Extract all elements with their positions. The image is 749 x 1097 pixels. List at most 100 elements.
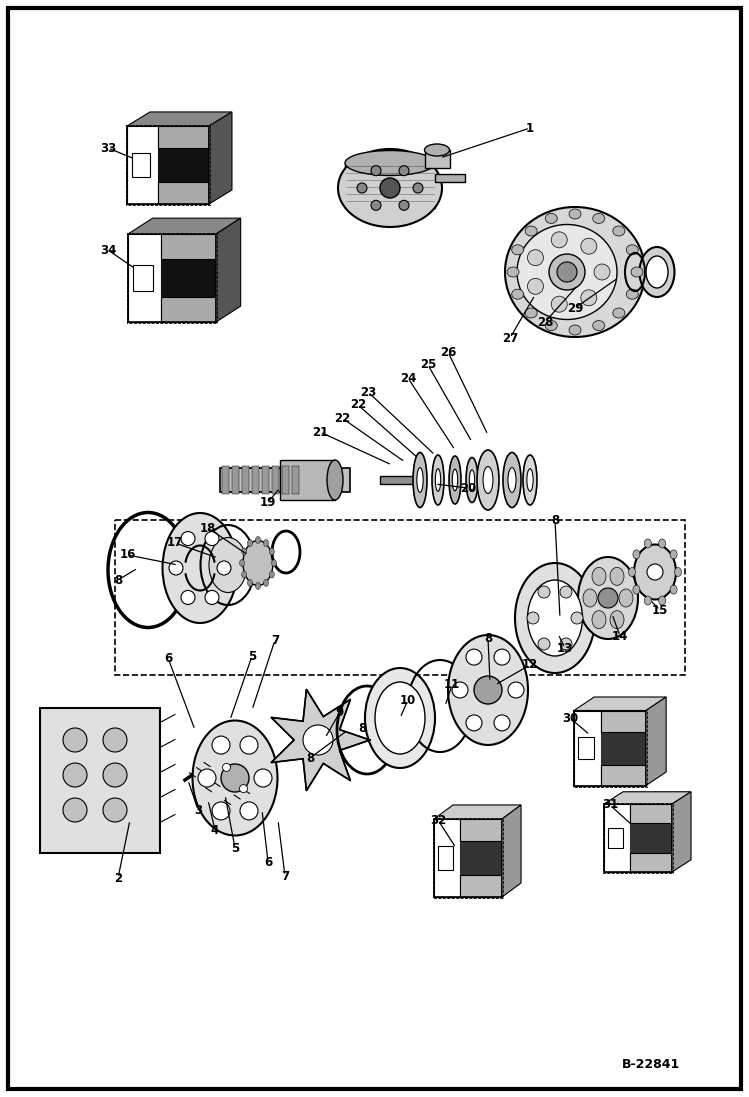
Text: 13: 13 (557, 642, 573, 655)
Circle shape (63, 798, 87, 822)
Text: 8: 8 (114, 574, 122, 587)
Text: 10: 10 (400, 693, 416, 706)
Ellipse shape (192, 721, 277, 836)
Ellipse shape (527, 580, 583, 656)
Circle shape (240, 736, 258, 754)
Ellipse shape (477, 450, 499, 510)
Bar (158, 182, 209, 204)
Bar (162, 234, 216, 259)
Ellipse shape (264, 540, 268, 546)
Circle shape (103, 764, 127, 787)
Circle shape (527, 612, 539, 624)
Circle shape (598, 588, 618, 608)
Circle shape (181, 590, 195, 604)
Ellipse shape (242, 572, 246, 578)
Circle shape (205, 532, 219, 545)
Text: 9: 9 (336, 705, 344, 719)
Bar (601, 711, 646, 732)
Bar (608, 828, 623, 848)
Text: 5: 5 (248, 649, 256, 663)
Bar (262, 466, 269, 494)
Circle shape (580, 290, 597, 306)
Ellipse shape (512, 290, 524, 299)
Bar (601, 732, 646, 765)
Ellipse shape (452, 470, 458, 490)
Ellipse shape (508, 467, 516, 493)
Bar (460, 875, 502, 897)
Ellipse shape (675, 567, 682, 577)
Bar (158, 126, 209, 148)
Ellipse shape (425, 144, 449, 156)
Ellipse shape (483, 466, 493, 494)
Bar (272, 466, 279, 494)
Ellipse shape (592, 611, 606, 629)
Circle shape (254, 769, 272, 787)
Text: 15: 15 (652, 603, 668, 617)
Text: 22: 22 (334, 411, 350, 425)
Circle shape (560, 586, 572, 598)
Bar (158, 148, 209, 182)
Ellipse shape (583, 589, 597, 607)
Ellipse shape (613, 226, 625, 236)
Text: 8: 8 (358, 722, 366, 735)
Circle shape (466, 649, 482, 665)
Bar (603, 803, 673, 873)
Circle shape (466, 715, 482, 731)
Text: 14: 14 (612, 630, 628, 643)
Polygon shape (127, 112, 232, 126)
Ellipse shape (448, 635, 528, 745)
Ellipse shape (470, 470, 475, 490)
Ellipse shape (569, 210, 581, 219)
Circle shape (551, 296, 567, 313)
Ellipse shape (255, 583, 261, 589)
Polygon shape (271, 689, 370, 791)
Bar (345, 163, 435, 208)
Circle shape (571, 612, 583, 624)
Ellipse shape (345, 150, 435, 176)
Bar (601, 765, 646, 785)
Ellipse shape (670, 585, 677, 595)
Ellipse shape (255, 536, 261, 543)
Circle shape (357, 183, 367, 193)
Circle shape (371, 201, 381, 211)
Bar (438, 846, 453, 870)
Text: 17: 17 (167, 536, 183, 550)
Ellipse shape (592, 214, 604, 224)
Ellipse shape (515, 563, 595, 672)
Ellipse shape (435, 468, 440, 491)
Polygon shape (502, 805, 521, 897)
Ellipse shape (327, 460, 343, 500)
Circle shape (380, 178, 400, 197)
Bar (292, 466, 299, 494)
Circle shape (647, 564, 663, 580)
Ellipse shape (375, 682, 425, 754)
Circle shape (222, 764, 231, 771)
Text: 3: 3 (194, 803, 202, 816)
Text: 23: 23 (360, 385, 376, 398)
Bar (380, 476, 415, 484)
Circle shape (557, 262, 577, 282)
Circle shape (399, 166, 409, 176)
Text: 30: 30 (562, 712, 578, 724)
Ellipse shape (610, 567, 624, 586)
Ellipse shape (628, 567, 635, 577)
Circle shape (527, 250, 544, 265)
Ellipse shape (578, 557, 638, 638)
Text: 8: 8 (484, 632, 492, 645)
Text: 8: 8 (551, 513, 559, 527)
Ellipse shape (338, 149, 442, 227)
Polygon shape (672, 792, 691, 872)
Text: 1: 1 (526, 122, 534, 135)
Bar (220, 468, 350, 491)
Ellipse shape (449, 456, 461, 504)
Circle shape (205, 590, 219, 604)
Bar (115, 520, 685, 675)
Bar (162, 259, 216, 297)
Circle shape (240, 802, 258, 819)
Bar (630, 804, 672, 823)
Ellipse shape (527, 468, 533, 491)
Circle shape (63, 764, 87, 787)
Ellipse shape (569, 325, 581, 335)
Ellipse shape (644, 539, 652, 548)
Ellipse shape (545, 214, 557, 224)
